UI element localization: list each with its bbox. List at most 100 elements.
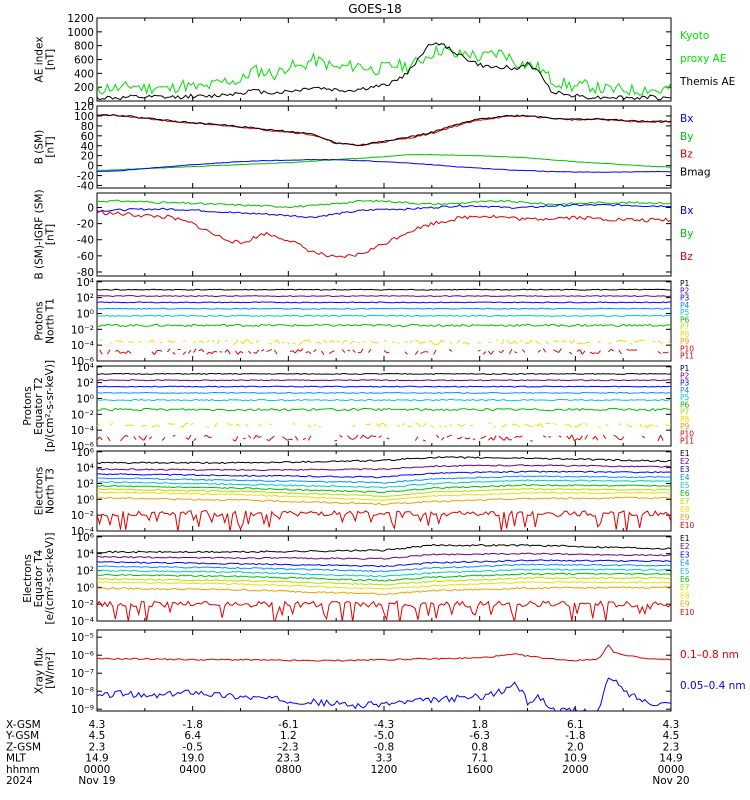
series-segment-p7 [323,339,327,344]
series-segment-p10 [519,435,523,438]
x-axis-value: -6.1 [278,719,299,731]
series-line-by [97,153,671,171]
series-segment-p7 [430,424,434,429]
y-axis-label: [e/(cm²-s-sr-keV)] [44,533,56,625]
series-segment-p7 [417,340,421,344]
legend-item: Themis AE [679,76,735,88]
series-segment-p7 [287,342,291,345]
legend-item: 0.1–0.8 nm [680,649,739,661]
series-segment-p10 [516,435,520,438]
y-tick-label: 10⁴ [76,362,94,374]
legend-item: E3 [680,550,690,559]
series-line-bmag [97,114,671,146]
y-axis-label: [p/(cm²-s-sr-keV)] [44,360,56,452]
series-segment-p10 [618,349,622,355]
series-segment-p7 [597,426,601,429]
y-tick-label: 10⁴ [76,463,94,475]
series-line-e3 [97,559,671,568]
series-line-p3 [97,385,671,388]
series-segment-p10 [352,349,356,353]
x-axis-value: 1.2 [280,730,297,742]
series-segment-p10 [339,435,343,438]
series-segment-p7 [237,424,241,427]
y-tick-label: 80 [81,121,94,133]
series-segment-p7 [477,341,481,345]
series-group [97,288,671,355]
series-segment-p7 [448,341,453,344]
series-segment-p10 [493,435,497,441]
series-segment-p7 [605,423,609,428]
series-segment-p10 [542,435,547,438]
legend-item: P5 [680,393,690,402]
series-segment-p10 [414,436,419,441]
x-axis-value: -0.5 [182,741,203,753]
series-segment-p10 [425,351,429,353]
series-group [97,42,671,101]
series-segment-p10 [153,350,158,355]
series-line-p1 [97,288,671,291]
series-segment-p7 [535,340,539,344]
series-line-p6 [97,407,671,412]
series-segment-p7 [396,342,400,344]
legend-item: E1 [680,534,690,543]
series-segment-p10 [383,350,387,353]
x-axis-value: -1.8 [182,719,203,731]
series-line-bx [97,203,671,219]
series-segment-p7 [224,339,228,342]
y-tick-label: 10⁰ [76,308,94,320]
series-segment-p7 [143,424,147,427]
panel-frame [96,17,672,102]
series-segment-p7 [545,340,549,345]
y-axis-label: AE index [34,37,46,83]
series-line-e6 [97,483,671,494]
y-tick-label: 10⁻⁴ [71,616,94,628]
legend-item: E7 [680,497,690,506]
series-segment-p7 [341,340,346,344]
series-segment-p10 [159,349,163,352]
series-segment-p7 [300,340,304,345]
series-segment-p10 [558,348,562,353]
x-axis-value: 4.5 [663,730,680,742]
legend-item: proxy AE [680,53,726,65]
x-axis-value: 0000 [658,764,685,776]
series-segment-p7 [206,339,210,343]
series-segment-p10 [209,436,212,439]
series-segment-p7 [553,339,557,343]
series-segment-p7 [657,339,661,343]
series-segment-p10 [255,434,260,438]
series-segment-p10 [347,349,351,352]
series-segment-p7 [537,422,541,426]
series-segment-p7 [120,340,124,343]
series-segment-p7 [420,341,424,345]
x-axis-value: 1200 [371,764,398,776]
series-segment-p10 [273,349,278,355]
series-segment-p7 [292,342,296,345]
y-tick-label: 0 [87,96,94,108]
series-segment-p10 [542,348,547,353]
y-axis-label: [nT] [45,136,57,157]
series-line-e2 [97,464,671,472]
series-segment-p10 [423,351,426,353]
series-group [97,199,671,259]
series-segment-p10 [320,350,325,355]
series-segment-p7 [375,341,380,344]
series-segment-p7 [378,422,382,427]
x-axis-row-label: X-GSM [6,719,41,731]
series-segment-p10 [193,348,197,353]
series-line-e6 [97,572,671,582]
series-segment-p10 [621,436,625,441]
series-segment-p10 [122,435,127,439]
series-segment-p7 [308,424,312,428]
series-segment-p10 [193,438,197,442]
panel-frame [96,629,672,712]
series-segment-p10 [537,349,541,353]
series-segment-p10 [414,350,419,355]
x-axis-value: -5.0 [374,730,395,742]
legend-item: P1 [680,279,690,288]
series-segment-p10 [271,435,275,439]
series-line-p2 [97,379,671,382]
series-segment-p10 [115,349,119,352]
series-segment-p7 [234,339,239,344]
series-segment-p10 [120,437,124,442]
